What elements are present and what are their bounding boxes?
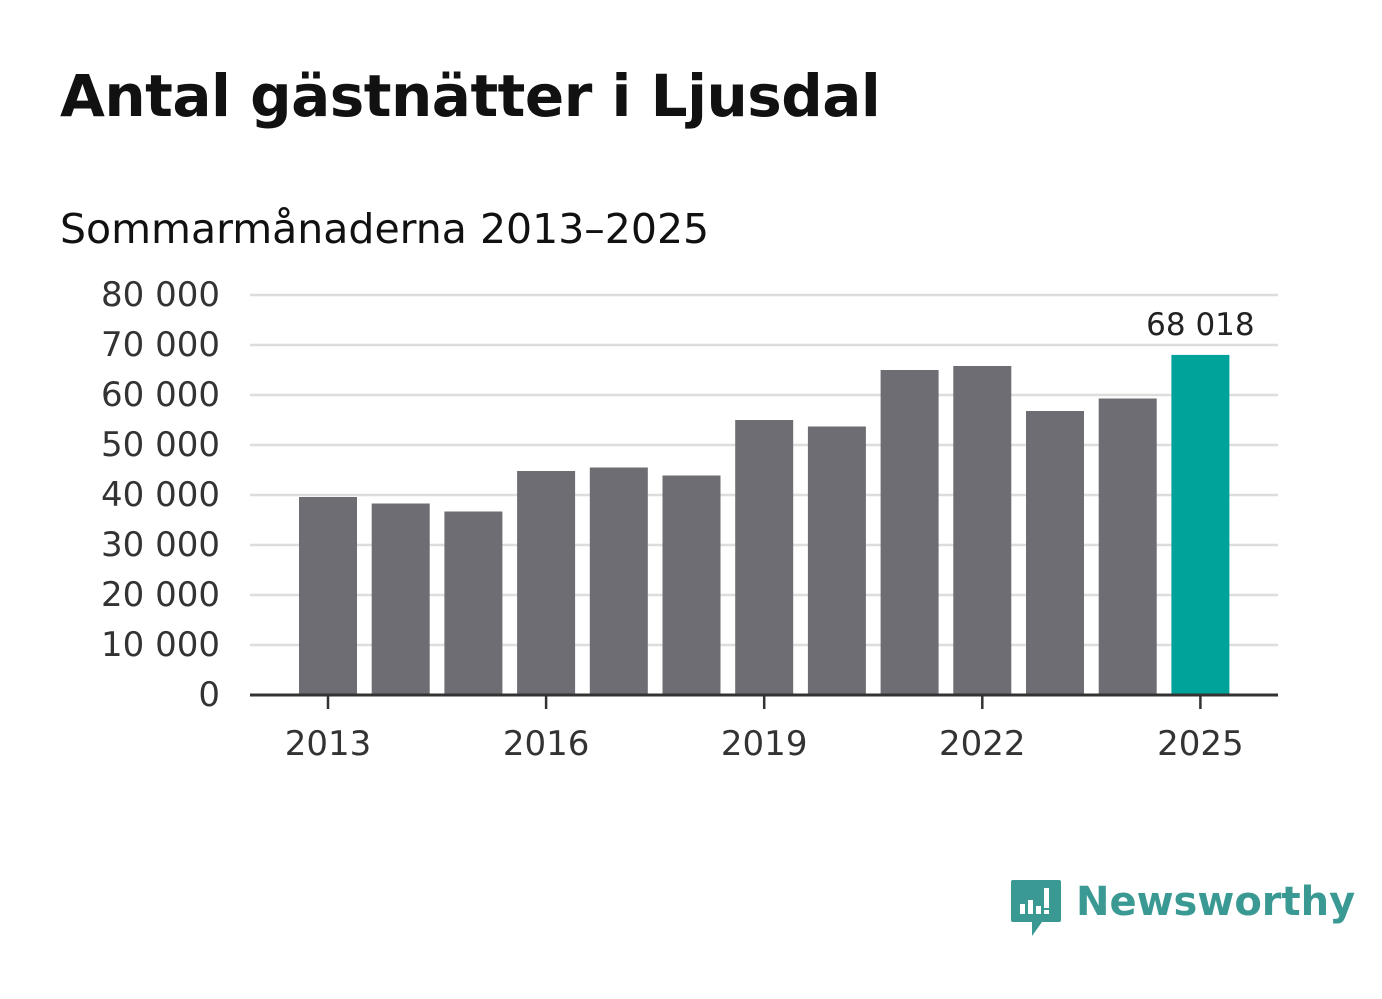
bar-2023 <box>1026 411 1084 695</box>
newsworthy-logo: Newsworthy <box>1010 878 1355 940</box>
bar-2025 <box>1171 354 1230 695</box>
y-tick-label: 10 000 <box>101 625 220 665</box>
chart-subtitle: Sommarmånaderna 2013–2025 <box>60 205 710 253</box>
y-tick-label: 70 000 <box>101 325 220 365</box>
bar-2017 <box>589 467 648 695</box>
bar-2021 <box>880 370 939 695</box>
y-tick-label: 30 000 <box>101 525 220 565</box>
chart-title: Antal gästnätter i Ljusdal <box>60 62 881 130</box>
bar-2019 <box>735 420 794 695</box>
y-tick-label: 20 000 <box>101 575 220 615</box>
data-label: 68 018 <box>1146 307 1254 343</box>
bar-2020 <box>807 426 866 695</box>
newsworthy-chart-bubble-icon <box>1011 880 1061 936</box>
bar-2014 <box>371 503 430 695</box>
x-tick-label: 2019 <box>721 724 808 764</box>
y-tick-label: 60 000 <box>101 375 220 415</box>
bar-2018 <box>662 475 721 695</box>
y-tick-label: 80 000 <box>101 275 220 315</box>
y-tick-label: 40 000 <box>101 475 220 515</box>
x-tick-label: 2025 <box>1157 724 1244 764</box>
y-tick-label: 50 000 <box>101 425 220 465</box>
x-tick-label: 2013 <box>285 724 372 764</box>
brand-name: Newsworthy <box>1076 879 1356 925</box>
x-tick-label: 2022 <box>939 724 1026 764</box>
bar-2016 <box>517 471 576 695</box>
bar-2024 <box>1098 398 1157 695</box>
bar-2022 <box>953 366 1012 695</box>
y-tick-label: 0 <box>198 675 220 715</box>
x-tick-label: 2016 <box>503 724 590 764</box>
bar-2015 <box>444 511 503 695</box>
bar-2013 <box>299 497 357 695</box>
